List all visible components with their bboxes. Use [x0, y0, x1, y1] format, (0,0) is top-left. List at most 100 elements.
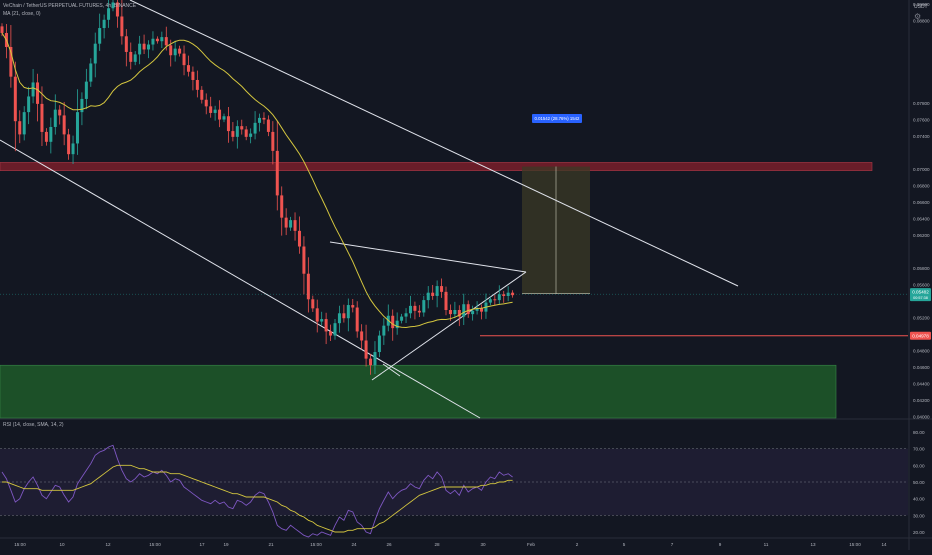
time-tick-label: 17: [199, 542, 205, 547]
candle-body: [337, 313, 341, 324]
time-tick-label: 15:00: [14, 542, 26, 547]
candle-body: [120, 16, 124, 37]
candle-body: [373, 352, 377, 366]
candle-body: [249, 133, 253, 137]
price-tick-label: 0.09000: [913, 2, 930, 7]
candle-body: [280, 195, 284, 218]
time-tick-label: 21: [268, 542, 274, 547]
candle-body: [302, 246, 306, 274]
candle-body: [297, 230, 301, 247]
candle-body: [417, 310, 421, 313]
time-tick-label: Feb: [527, 542, 535, 547]
candle-body: [422, 300, 426, 313]
candle-body: [213, 109, 217, 113]
price-tick-label: 0.06800: [913, 184, 930, 189]
candle-body: [195, 79, 199, 90]
candle-body: [173, 48, 177, 56]
level-badge: [910, 331, 931, 340]
candle-body: [18, 121, 22, 135]
currency-label: USDT: [914, 4, 928, 10]
candle-body: [155, 38, 159, 42]
time-tick-label: 2: [576, 542, 579, 547]
price-tick-label: 0.05200: [913, 315, 930, 320]
candle-body: [27, 96, 31, 113]
candle-body: [408, 305, 412, 314]
candle-body: [431, 292, 435, 296]
candle-body: [231, 131, 235, 137]
candle-body: [426, 292, 430, 301]
candle-body: [182, 53, 186, 66]
candle-body: [31, 82, 35, 97]
rsi-tick-label: 70.00: [913, 447, 925, 452]
candle-body: [462, 304, 466, 317]
candle-body: [457, 309, 461, 317]
candle-body: [289, 220, 293, 228]
candle-body: [404, 313, 408, 317]
price-tick-label: 0.08800: [913, 19, 930, 24]
candle-body: [204, 99, 208, 107]
candle-body: [244, 129, 248, 137]
triangle-lower-line: [371, 271, 527, 381]
candle-body: [391, 315, 395, 329]
time-tick-label: 30: [480, 542, 486, 547]
candle-body: [133, 54, 137, 62]
candle-body: [129, 51, 133, 62]
candle-body: [475, 308, 479, 311]
candle-body: [164, 37, 168, 46]
rsi-tick-label: 20.00: [913, 530, 925, 535]
candle-body: [440, 286, 444, 292]
candle-body: [435, 286, 439, 296]
time-tick-label: 11: [764, 542, 769, 547]
candle-body: [413, 305, 417, 311]
time-tick-label: 5: [623, 542, 626, 547]
candle-body: [400, 316, 404, 321]
candle-body: [497, 294, 501, 301]
candle-body: [329, 331, 333, 336]
candle-body: [49, 126, 53, 142]
level-label: 0.04978: [912, 334, 929, 339]
candle-body: [75, 112, 79, 144]
candle-body: [395, 320, 399, 329]
rsi-line: [1, 444, 513, 538]
resistance-zone: [0, 162, 873, 171]
candle-body: [13, 76, 17, 122]
candle-body: [107, 8, 111, 20]
time-tick-label: 15:00: [849, 542, 861, 547]
candle-body: [36, 82, 40, 104]
candle-body: [355, 307, 359, 332]
time-tick-label: 7: [671, 542, 674, 547]
candle-body: [191, 71, 195, 80]
candle-body: [342, 313, 346, 319]
candle-body: [320, 319, 324, 322]
candle-body: [53, 109, 57, 127]
candle-body: [253, 122, 257, 134]
candle-body: [169, 45, 173, 56]
time-tick-label: 15:00: [149, 542, 161, 547]
candle-body: [271, 131, 275, 151]
price-tick-label: 0.04000: [913, 414, 930, 419]
countdown-label: 00:57:38: [913, 296, 928, 300]
candle-body: [382, 325, 386, 336]
candle-body: [311, 299, 315, 309]
candle-body: [471, 310, 475, 315]
settings-icon[interactable]: ⚙: [914, 12, 922, 21]
candle-body: [209, 106, 213, 113]
candle-body: [351, 305, 355, 308]
price-tick-label: 0.04400: [913, 381, 930, 386]
candle-body: [111, 2, 115, 9]
candle-body: [266, 119, 270, 132]
price-tick-label: 0.04200: [913, 398, 930, 403]
candle-body: [448, 309, 452, 315]
candle-body: [502, 294, 506, 296]
price-tick-label: 0.04600: [913, 365, 930, 370]
candle-body: [333, 323, 337, 336]
measure-label: 0.01542 (28.76%) 1542: [535, 116, 581, 121]
candle-body: [186, 65, 190, 72]
candle-body: [284, 217, 288, 228]
wedge-tip: [382, 363, 401, 377]
triangle-upper-line: [329, 241, 527, 273]
time-tick-label: 10: [59, 542, 65, 547]
price-tick-label: 0.04800: [913, 348, 930, 353]
